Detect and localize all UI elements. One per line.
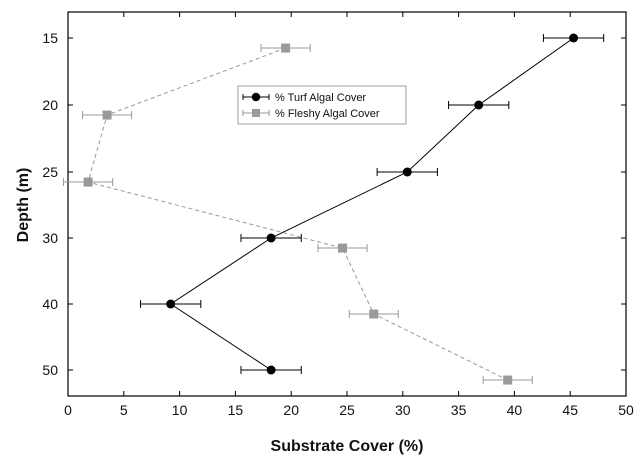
data-point-fleshy <box>83 177 93 187</box>
data-point-turf <box>569 33 579 43</box>
y-tick-label: 20 <box>42 97 58 113</box>
series-line-turf <box>169 37 574 371</box>
y-tick-label: 30 <box>42 230 58 246</box>
plot-frame <box>67 11 627 397</box>
y-tick-label: 25 <box>42 164 58 180</box>
legend-label-fleshy: % Fleshy Algal Cover <box>275 108 380 120</box>
x-tick-label: 15 <box>228 402 244 418</box>
legend-marker-fleshy <box>252 109 260 117</box>
x-axis-ticks: 0 5 10 15 20 25 30 35 40 45 50 <box>64 12 634 418</box>
x-axis-title: Substrate Cover (%) <box>271 438 424 455</box>
x-tick-label: 0 <box>64 402 72 418</box>
y-tick-label: 50 <box>42 362 58 378</box>
x-tick-label: 10 <box>172 402 188 418</box>
x-tick-label: 25 <box>339 402 355 418</box>
series-layer <box>63 33 605 385</box>
y-tick-label: 40 <box>42 296 58 312</box>
x-tick-label: 50 <box>618 402 634 418</box>
data-point-fleshy <box>369 309 379 319</box>
data-point-fleshy <box>338 243 348 253</box>
data-point-fleshy <box>281 43 291 53</box>
data-point-turf <box>474 100 484 110</box>
x-tick-label: 20 <box>283 402 299 418</box>
x-tick-label: 45 <box>562 402 578 418</box>
legend: % Turf Algal Cover % Fleshy Algal Cover <box>237 85 407 125</box>
x-tick-label: 35 <box>451 402 467 418</box>
legend-label-turf: % Turf Algal Cover <box>275 92 366 104</box>
legend-box <box>237 85 407 125</box>
y-axis-ticks: 15 20 25 30 40 50 <box>42 30 626 378</box>
data-point-turf <box>402 167 412 177</box>
x-tick-label: 5 <box>120 402 128 418</box>
y-tick-label: 15 <box>42 30 58 46</box>
data-point-turf <box>266 233 276 243</box>
data-point-turf <box>166 299 176 309</box>
data-point-fleshy <box>102 110 112 120</box>
legend-marker-turf <box>251 92 261 102</box>
x-tick-label: 40 <box>507 402 523 418</box>
x-tick-label: 30 <box>395 402 411 418</box>
data-point-turf <box>266 365 276 375</box>
y-axis-title: Depth (m) <box>15 168 32 243</box>
data-point-fleshy <box>503 375 513 385</box>
